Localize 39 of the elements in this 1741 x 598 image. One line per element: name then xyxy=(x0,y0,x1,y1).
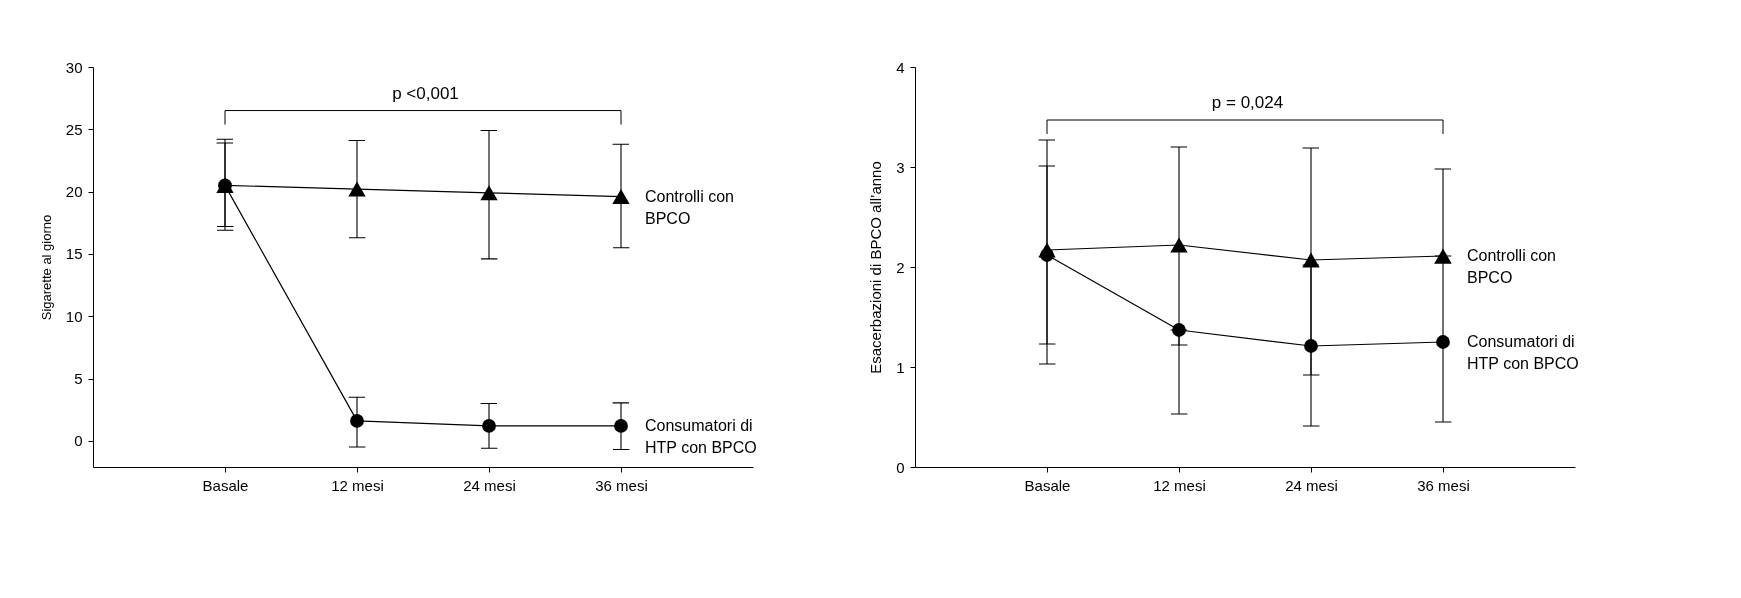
x-tick-label: 12 mesi xyxy=(1153,476,1206,494)
series-label: Controlli con BPCO xyxy=(1467,247,1556,286)
x-tick-label: Basale xyxy=(202,476,249,494)
series-label: Controlli con BPCO xyxy=(645,187,734,227)
y-tick-label: 10 xyxy=(65,307,83,325)
x-tick-label: 36 mesi xyxy=(595,476,648,494)
x-tick-label: 24 mesi xyxy=(1285,476,1338,494)
y-tick-label: 0 xyxy=(74,432,83,450)
point xyxy=(482,419,496,433)
point xyxy=(350,414,364,428)
y-tick-label: 20 xyxy=(65,183,83,201)
y-tick-label: 15 xyxy=(65,245,83,263)
point xyxy=(1304,339,1318,353)
point xyxy=(614,419,628,433)
y-axis-title: Esacerbazioni di BPCO all’anno xyxy=(867,161,885,374)
annotation: p = 0,024 xyxy=(1211,93,1284,112)
point xyxy=(480,185,498,201)
y-tick-label: 0 xyxy=(896,458,905,476)
y-tick-label: 3 xyxy=(896,158,905,176)
point xyxy=(612,189,630,205)
y-tick-label: 25 xyxy=(65,120,83,138)
series-label: Consumatori di HTP con BPCO xyxy=(645,416,757,456)
annotation: p <0,001 xyxy=(392,83,459,103)
point xyxy=(1040,248,1054,262)
x-tick-label: 24 mesi xyxy=(463,476,516,494)
point xyxy=(1436,335,1450,349)
point xyxy=(1170,237,1188,253)
point xyxy=(1172,323,1186,337)
y-tick-label: 5 xyxy=(74,370,83,388)
x-tick-label: 36 mesi xyxy=(1417,476,1470,494)
x-tick-label: Basale xyxy=(1024,476,1071,494)
y-tick-label: 30 xyxy=(65,58,83,76)
y-axis-title: Sigarette al giorno xyxy=(38,214,54,321)
y-tick-label: 1 xyxy=(896,358,905,376)
series-label: Consumatori di HTP con BPCO xyxy=(1467,333,1579,372)
y-tick-label: 2 xyxy=(896,258,905,276)
point xyxy=(348,181,366,197)
y-tick-label: 4 xyxy=(896,58,905,76)
x-tick-label: 12 mesi xyxy=(331,476,384,494)
